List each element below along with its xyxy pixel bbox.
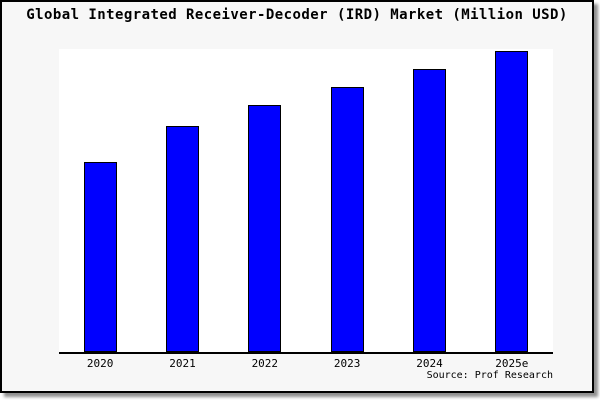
chart-title: Global Integrated Receiver-Decoder (IRD)…	[26, 7, 568, 23]
bar-2022	[248, 105, 282, 352]
x-axis-labels: 2020 2021 2022 2023 2024 2025e	[59, 357, 553, 370]
bar-2024	[412, 69, 446, 352]
bar-2025e	[495, 51, 529, 352]
x-tick-label-2022: 2022	[251, 357, 279, 370]
bar-2021	[165, 126, 199, 352]
bar-slot-2024	[388, 49, 470, 352]
bar-slot-2023	[306, 49, 388, 352]
x-tick-label-2020: 2020	[86, 357, 114, 370]
source-attribution: Source: Prof Research	[426, 370, 553, 381]
plot-area	[59, 49, 553, 354]
x-tick-label-2021: 2021	[169, 357, 196, 370]
x-tick-label-2024: 2024	[416, 357, 443, 370]
chart-figure: Global Integrated Receiver-Decoder (IRD)…	[0, 0, 594, 393]
bar-slot-2025e	[471, 49, 553, 352]
x-tick-label-2025e: 2025e	[495, 357, 529, 370]
bar-slot-2021	[141, 49, 223, 352]
bar-slot-2022	[224, 49, 306, 352]
bar-2020	[83, 162, 117, 352]
bar-2023	[330, 87, 364, 352]
bar-slot-2020	[59, 49, 141, 352]
x-tick-label-2023: 2023	[333, 357, 361, 370]
